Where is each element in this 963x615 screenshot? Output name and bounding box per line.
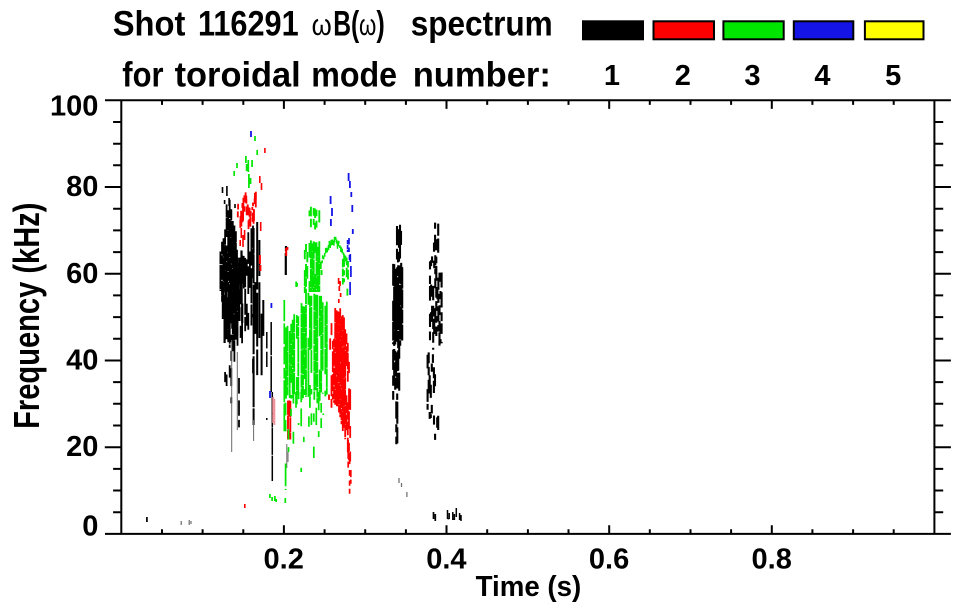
svg-text:4: 4 bbox=[814, 60, 830, 92]
svg-text:0.4: 0.4 bbox=[426, 544, 466, 576]
svg-text:80: 80 bbox=[66, 171, 98, 203]
svg-text:5: 5 bbox=[885, 60, 901, 92]
svg-text:0.2: 0.2 bbox=[264, 544, 304, 576]
svg-text:0.6: 0.6 bbox=[589, 544, 629, 576]
svg-text:mode: mode bbox=[311, 55, 397, 94]
svg-text:2: 2 bbox=[675, 60, 691, 92]
svg-text:B(: B( bbox=[333, 5, 359, 44]
svg-text:40: 40 bbox=[66, 344, 98, 376]
svg-text:116291: 116291 bbox=[198, 5, 299, 44]
svg-text:ω: ω bbox=[359, 9, 376, 42]
svg-text:Frequency (kHz): Frequency (kHz) bbox=[6, 203, 47, 429]
svg-text:20: 20 bbox=[66, 431, 98, 463]
svg-text:3: 3 bbox=[744, 60, 760, 92]
svg-text:0.8: 0.8 bbox=[752, 544, 792, 576]
svg-text:0: 0 bbox=[82, 510, 98, 542]
svg-text:spectrum: spectrum bbox=[411, 5, 553, 44]
svg-text:for: for bbox=[122, 55, 164, 94]
svg-text:Shot: Shot bbox=[113, 5, 186, 44]
svg-text:60: 60 bbox=[66, 258, 98, 290]
svg-text:100: 100 bbox=[50, 91, 98, 123]
svg-text:number:: number: bbox=[413, 55, 551, 94]
svg-text:Time (s): Time (s) bbox=[476, 571, 582, 603]
svg-text:toroidal: toroidal bbox=[175, 55, 301, 94]
svg-text:): ) bbox=[376, 5, 384, 44]
svg-text:ω: ω bbox=[312, 9, 332, 42]
svg-text:1: 1 bbox=[604, 60, 620, 92]
